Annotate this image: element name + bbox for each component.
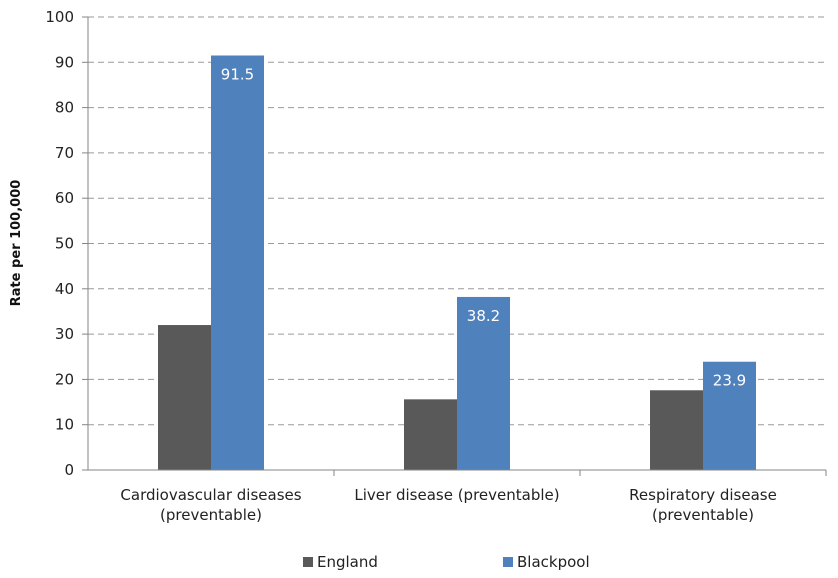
y-tick-label: 100 [45,8,74,26]
y-tick-label: 50 [55,235,74,253]
y-tick-label: 60 [55,189,74,207]
x-category-label: Respiratory disease [629,486,777,504]
bar-england [404,399,457,470]
x-category-label: (preventable) [160,506,262,524]
x-category-label: (preventable) [652,506,754,524]
tick-labels: 0 10 20 30 40 50 60 70 80 90 100 91.5 Cardiovascular… [45,8,776,524]
bar-blackpool [211,55,264,470]
legend-label: England [317,553,378,571]
data-label: 91.5 [221,66,254,84]
legend-swatch [303,557,313,567]
x-category-label: Liver disease (preventable) [354,486,559,504]
data-label: 23.9 [713,372,746,390]
bar-blackpool [703,361,756,470]
bars [158,55,756,470]
y-tick-label: 90 [55,53,74,71]
y-tick-label: 20 [55,370,74,388]
y-tick-label: 0 [64,461,74,479]
bar-england [650,390,703,470]
data-label: 38.2 [467,307,500,325]
legend-swatch [503,557,513,567]
y-tick-label: 80 [55,99,74,117]
x-category-label: Cardiovascular diseases [120,486,301,504]
bar-blackpool [457,296,510,470]
y-tick-label: 40 [55,280,74,298]
y-tick-label: 10 [55,416,74,434]
y-tick-label: 70 [55,144,74,162]
y-tick-label: 30 [55,325,74,343]
bar-england [158,325,211,470]
legend-label: Blackpool [517,553,590,571]
legend: England Blackpool [303,553,590,571]
y-axis-title: Rate per 100,000 [9,180,24,307]
axes [82,16,827,476]
